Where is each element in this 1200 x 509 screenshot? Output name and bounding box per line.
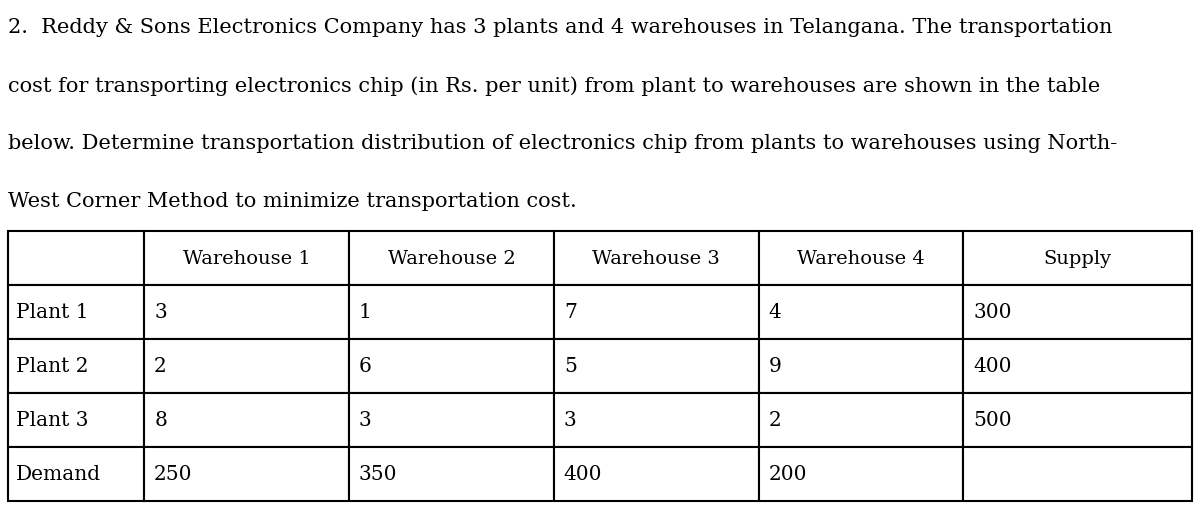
Text: Supply: Supply [1044, 249, 1112, 267]
Bar [554, 340, 758, 393]
Text: 250: 250 [154, 465, 193, 484]
Bar [144, 232, 349, 286]
Bar [964, 340, 1192, 393]
Bar [758, 286, 964, 340]
Text: 1: 1 [359, 303, 372, 322]
Text: 2.  Reddy & Sons Electronics Company has 3 plants and 4 warehouses in Telangana.: 2. Reddy & Sons Electronics Company has … [8, 18, 1112, 37]
Bar [144, 340, 349, 393]
Text: 2: 2 [769, 411, 781, 430]
Text: 500: 500 [973, 411, 1012, 430]
Text: West Corner Method to minimize transportation cost.: West Corner Method to minimize transport… [8, 191, 577, 211]
Bar [554, 393, 758, 447]
Bar [8, 393, 144, 447]
Text: 4: 4 [769, 303, 781, 322]
Text: Warehouse 4: Warehouse 4 [797, 249, 925, 267]
Bar [964, 393, 1192, 447]
Bar [144, 447, 349, 501]
Bar [349, 340, 554, 393]
Text: 7: 7 [564, 303, 577, 322]
Bar [144, 286, 349, 340]
Bar [758, 232, 964, 286]
Bar [349, 286, 554, 340]
Bar [349, 232, 554, 286]
Text: 400: 400 [564, 465, 602, 484]
Bar [349, 393, 554, 447]
Text: below. Determine transportation distribution of electronics chip from plants to : below. Determine transportation distribu… [8, 134, 1117, 153]
Text: Plant 1: Plant 1 [16, 303, 89, 322]
Text: 6: 6 [359, 357, 372, 376]
Text: Warehouse 1: Warehouse 1 [182, 249, 311, 267]
Bar [144, 393, 349, 447]
Bar [8, 447, 144, 501]
Text: Demand: Demand [16, 465, 101, 484]
Text: 2: 2 [154, 357, 167, 376]
Text: Plant 2: Plant 2 [16, 357, 89, 376]
Bar [964, 447, 1192, 501]
Text: 400: 400 [973, 357, 1012, 376]
Bar [758, 447, 964, 501]
Text: 3: 3 [154, 303, 167, 322]
Text: 350: 350 [359, 465, 397, 484]
Bar [554, 447, 758, 501]
Text: 5: 5 [564, 357, 577, 376]
Text: Plant 3: Plant 3 [16, 411, 89, 430]
Bar [8, 340, 144, 393]
Bar [964, 286, 1192, 340]
Text: 3: 3 [359, 411, 372, 430]
Text: 200: 200 [769, 465, 808, 484]
Text: 3: 3 [564, 411, 576, 430]
Bar [758, 393, 964, 447]
Text: 8: 8 [154, 411, 167, 430]
Bar [554, 232, 758, 286]
Text: 300: 300 [973, 303, 1012, 322]
Text: Warehouse 2: Warehouse 2 [388, 249, 515, 267]
Bar [8, 286, 144, 340]
Text: cost for transporting electronics chip (in Rs. per unit) from plant to warehouse: cost for transporting electronics chip (… [8, 76, 1100, 96]
Bar [349, 447, 554, 501]
Bar [758, 340, 964, 393]
Bar [964, 232, 1192, 286]
Text: 9: 9 [769, 357, 781, 376]
Bar [8, 232, 144, 286]
Bar [554, 286, 758, 340]
Text: Warehouse 3: Warehouse 3 [593, 249, 720, 267]
